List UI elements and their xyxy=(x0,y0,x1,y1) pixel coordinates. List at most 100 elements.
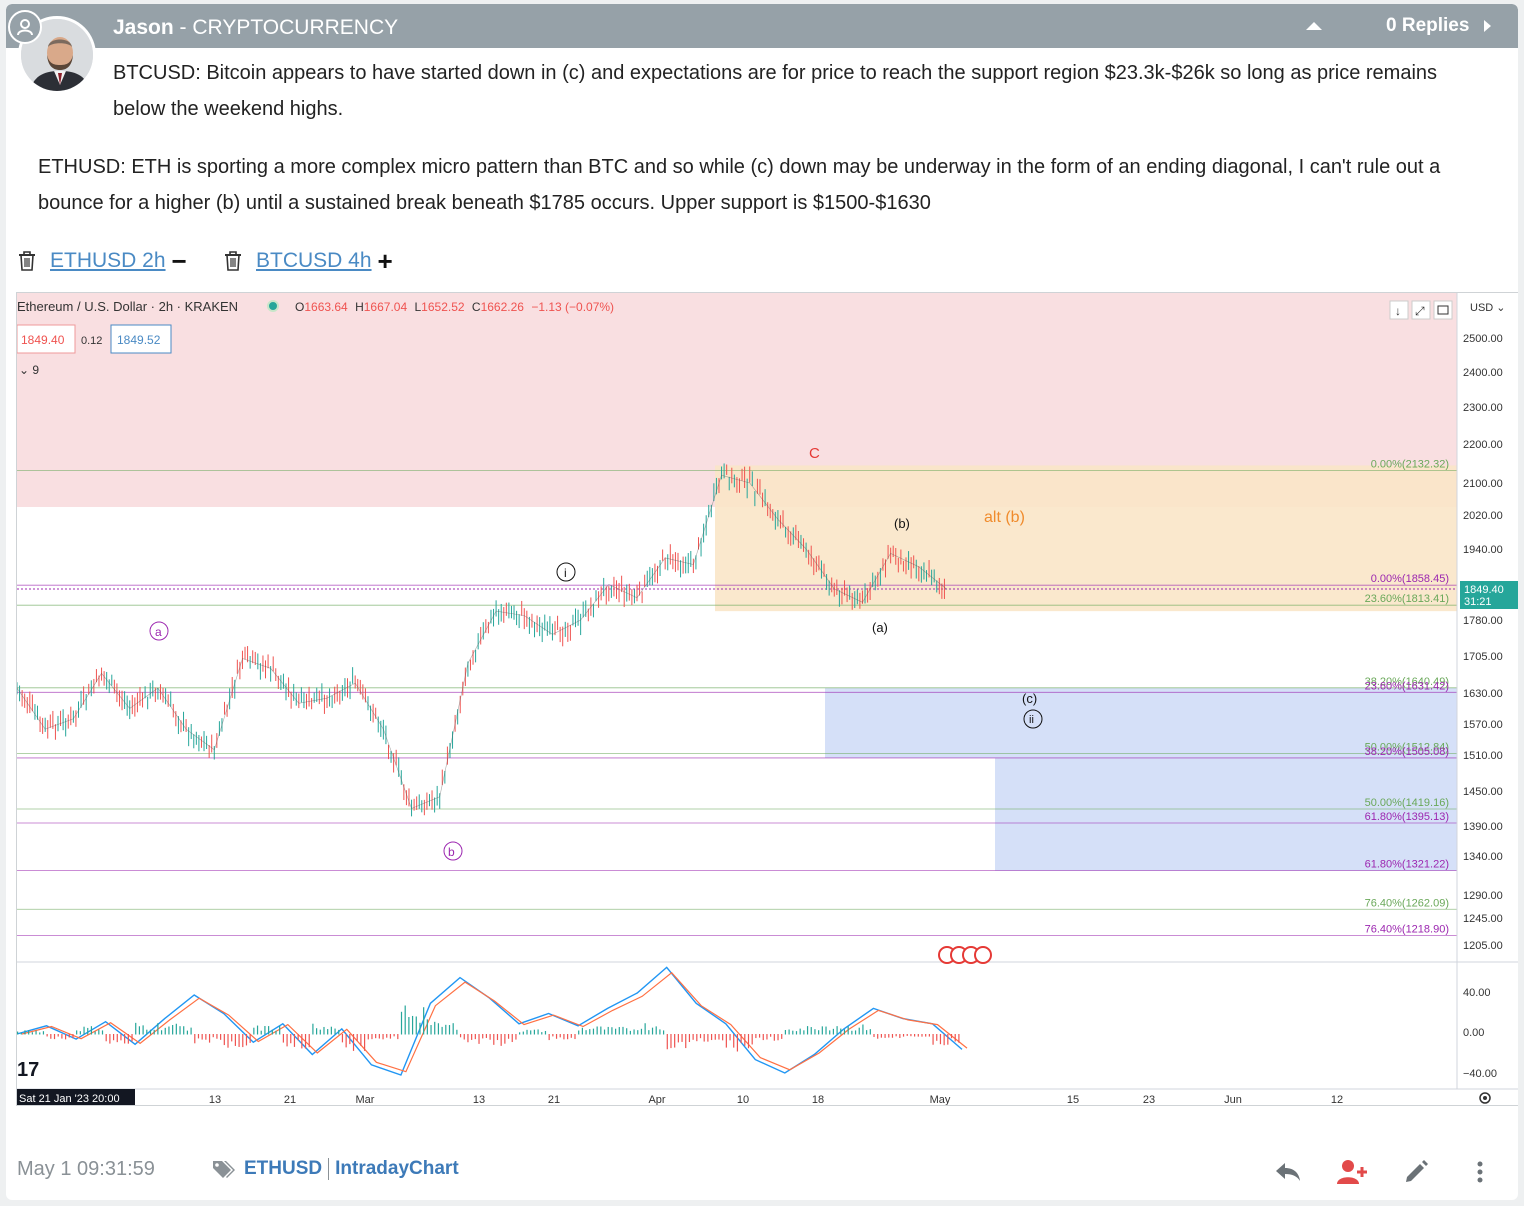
histogram-bar xyxy=(245,1034,248,1046)
bid-price[interactable]: 1849.40 xyxy=(21,333,65,347)
histogram-bar xyxy=(87,1027,89,1035)
histogram-bar xyxy=(459,1034,462,1038)
y-tick-label: 1205.00 xyxy=(1463,940,1503,952)
histogram-bar xyxy=(116,1034,118,1043)
support-zone-lower xyxy=(995,758,1457,871)
osc-tick-label: 0.00 xyxy=(1463,1027,1484,1039)
tag-icon xyxy=(213,1161,235,1178)
histogram-bar xyxy=(238,1034,240,1047)
trash-icon[interactable] xyxy=(16,249,38,273)
ask-price[interactable]: 1849.52 xyxy=(117,333,161,347)
histogram-bar xyxy=(736,1034,739,1052)
histogram-bar xyxy=(851,1030,853,1035)
currency-selector[interactable]: USD ⌄ xyxy=(1470,302,1506,314)
histogram-bar xyxy=(880,1034,882,1038)
histogram-bar xyxy=(618,1027,620,1035)
svg-text:⤢: ⤢ xyxy=(1414,304,1425,318)
histogram-bar xyxy=(829,1030,831,1035)
histogram-bar xyxy=(567,1034,569,1040)
histogram-bar xyxy=(482,1034,484,1039)
histogram-bar xyxy=(290,1034,292,1044)
svg-text:b: b xyxy=(448,845,455,859)
histogram-bar xyxy=(592,1028,595,1035)
histogram-bar xyxy=(758,1034,761,1038)
histogram-bar xyxy=(519,1032,521,1035)
histogram-bar xyxy=(555,1034,558,1039)
x-tick-label: 21 xyxy=(548,1094,560,1106)
histogram-bar xyxy=(157,1023,159,1035)
x-tick-label: Mar xyxy=(356,1094,375,1106)
chart-canvas[interactable]: 0.00%(2132.32) 0.00%(1858.45) 23.60%(1813.… xyxy=(17,293,1518,1106)
histogram-bar xyxy=(662,1030,665,1035)
histogram-bar xyxy=(327,1029,329,1035)
snapshot-icon[interactable] xyxy=(1433,300,1453,320)
tag-intradaychart[interactable]: IntradayChart xyxy=(335,1158,459,1179)
histogram-bar xyxy=(770,1034,772,1037)
histogram-bar xyxy=(345,1034,347,1048)
reply-button[interactable] xyxy=(1272,1156,1304,1188)
histogram-bar xyxy=(914,1034,916,1037)
post-author[interactable]: Jason - CRYPTOCURRENCY xyxy=(113,16,399,39)
collapse-chart-button[interactable]: − xyxy=(171,245,187,276)
chart-link-btcusd[interactable]: BTCUSD 4h xyxy=(256,249,372,272)
histogram-bar xyxy=(836,1026,838,1035)
more-options-button[interactable] xyxy=(1464,1156,1496,1188)
caret-up-icon[interactable] xyxy=(1306,22,1322,30)
sell-button[interactable] xyxy=(17,324,76,354)
histogram-bar xyxy=(958,1034,960,1043)
chevron-down-icon[interactable] xyxy=(1389,300,1409,320)
economic-events-icon[interactable] xyxy=(938,946,992,964)
gear-icon[interactable] xyxy=(1479,1092,1491,1104)
histogram-bar xyxy=(685,1034,687,1049)
histogram-bar xyxy=(854,1030,857,1035)
histogram-bar xyxy=(264,1026,266,1035)
x-tick-label: 23 xyxy=(1143,1094,1155,1106)
reply-icon xyxy=(1276,1163,1300,1181)
histogram-bar xyxy=(729,1034,731,1041)
histogram-bar xyxy=(537,1029,539,1035)
histogram-bar xyxy=(105,1034,107,1042)
histogram-bar xyxy=(408,1017,410,1035)
histogram-bar xyxy=(773,1034,775,1041)
histogram-bar xyxy=(596,1026,598,1035)
histogram-bar xyxy=(286,1034,288,1047)
tradingview-logo[interactable]: 17 xyxy=(17,1059,39,1081)
edit-button[interactable] xyxy=(1400,1156,1432,1188)
x-tick-label: May xyxy=(930,1094,951,1106)
histogram-bar xyxy=(64,1034,67,1040)
histogram-bar xyxy=(83,1026,85,1035)
histogram-bar xyxy=(637,1030,639,1035)
histogram-bar xyxy=(570,1034,572,1038)
user-plus-icon xyxy=(1337,1160,1367,1184)
buy-button[interactable] xyxy=(110,324,172,354)
histogram-bar xyxy=(474,1034,476,1040)
trash-icon[interactable] xyxy=(222,249,244,273)
fib-label: 23.60%(1631.42) xyxy=(1365,680,1449,692)
histogram-bar xyxy=(227,1034,229,1048)
histogram-bar xyxy=(293,1034,296,1047)
fullscreen-icon[interactable] xyxy=(1411,300,1431,320)
indicators-toggle[interactable]: ⌄ 9 xyxy=(19,363,39,377)
histogram-bar xyxy=(304,1034,307,1049)
tag-ethusd[interactable]: ETHUSD xyxy=(244,1158,323,1179)
replies-button[interactable]: 0 Replies xyxy=(1386,15,1470,36)
histogram-bar xyxy=(79,1031,81,1035)
histogram-bar xyxy=(781,1034,783,1039)
expand-chart-button[interactable]: + xyxy=(377,245,393,276)
caret-right-icon[interactable] xyxy=(1484,20,1491,32)
histogram-bar xyxy=(445,1024,447,1035)
y-tick-label: 1780.00 xyxy=(1463,615,1503,627)
follow-button[interactable] xyxy=(1336,1156,1368,1188)
tradingview-chart[interactable]: 0.00%(2132.32) 0.00%(1858.45) 23.60%(1813.… xyxy=(16,292,1518,1106)
histogram-bar xyxy=(312,1023,314,1035)
y-tick-label: 2100.00 xyxy=(1463,478,1503,490)
histogram-bar xyxy=(17,1031,19,1035)
svg-text:↓: ↓ xyxy=(1395,304,1401,318)
histogram-bar xyxy=(194,1034,196,1044)
y-tick-label: 1570.00 xyxy=(1463,719,1503,731)
histogram-bar xyxy=(840,1028,842,1035)
histogram-bar xyxy=(522,1031,524,1035)
histogram-bar xyxy=(533,1029,535,1035)
chart-link-ethusd[interactable]: ETHUSD 2h xyxy=(50,249,166,272)
histogram-bar xyxy=(256,1025,259,1035)
